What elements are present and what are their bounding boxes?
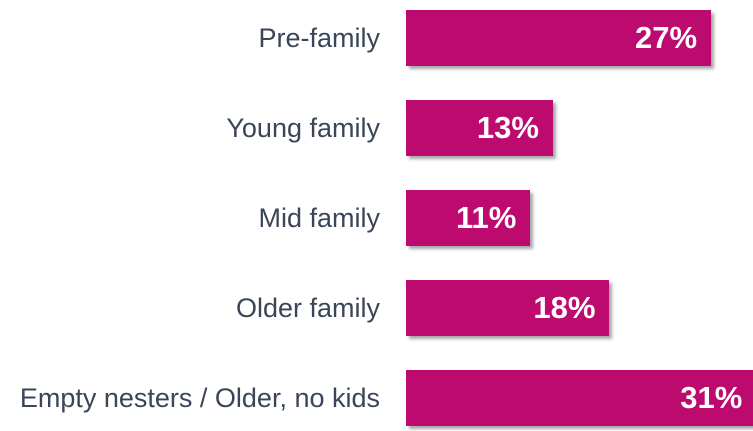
bar: 13% <box>406 100 553 156</box>
bar: 11% <box>406 190 531 246</box>
category-label: Mid family <box>258 203 380 233</box>
value-label: 13% <box>476 110 539 145</box>
value-label: 18% <box>533 290 596 325</box>
category-label: Pre-family <box>258 23 380 53</box>
category-label: Empty nesters / Older, no kids <box>19 383 380 413</box>
value-label: 31% <box>680 380 743 415</box>
category-label: Older family <box>235 293 380 323</box>
bar: 18% <box>406 280 610 336</box>
category-label: Young family <box>226 113 380 143</box>
bar: 31% <box>406 370 753 426</box>
value-label: 11% <box>455 200 517 235</box>
value-label: 27% <box>635 20 698 55</box>
bar: 27% <box>406 10 712 66</box>
